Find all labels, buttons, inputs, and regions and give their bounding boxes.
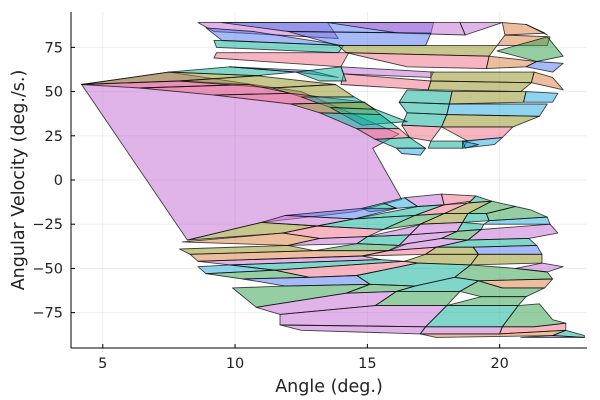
- polygon-cell-31: [427, 140, 469, 149]
- polygon-cell-113: [520, 335, 585, 338]
- x-axis-label: Angle (deg.): [275, 377, 383, 397]
- polygon-cell-5: [501, 22, 546, 36]
- ticks: 5 10 15 20 75 50 25 0 −25 −50 −75: [32, 40, 509, 372]
- y-tick-label: −50: [32, 261, 63, 277]
- polygon-cell-4: [459, 22, 503, 36]
- polygon-cell-33: [462, 140, 479, 149]
- x-tick-label: 20: [490, 356, 508, 372]
- y-tick-label: −25: [32, 217, 63, 233]
- polygon-cell-27: [401, 112, 448, 128]
- polygon-cell-28: [441, 114, 540, 128]
- polygon-cell-13: [213, 52, 350, 68]
- polygon-cell-108: [279, 324, 427, 335]
- polygon-cell-30: [441, 126, 514, 142]
- polygon-cell-6: [525, 23, 548, 36]
- polygon-cell-24: [523, 91, 559, 103]
- polygon-cell-85: [472, 244, 543, 255]
- polygon-cells: [81, 22, 585, 338]
- y-tick-label: 0: [54, 173, 63, 189]
- x-tick-label: 10: [226, 356, 244, 372]
- polygon-cell-40: [295, 66, 347, 82]
- polygon-cell-104: [446, 296, 527, 307]
- polygon-cell-22: [398, 89, 453, 105]
- polygon-cell-16: [525, 61, 564, 73]
- y-tick-label: 50: [45, 85, 63, 101]
- y-tick-label: 25: [45, 129, 63, 145]
- y-tick-label: −75: [32, 306, 63, 322]
- polygon-cell-19: [530, 71, 564, 91]
- polygon-cell-23: [448, 91, 527, 105]
- polygon-cell-89: [470, 253, 543, 266]
- y-axis-label: Angular Velocity (deg./s.): [9, 70, 29, 291]
- polygon-cell-66: [485, 206, 548, 222]
- polygon-cell-109: [419, 326, 503, 335]
- polygon-cell-21: [427, 80, 532, 93]
- polygon-cell-49: [396, 147, 427, 156]
- x-tick-label: 5: [98, 356, 107, 372]
- y-tick-label: 75: [45, 40, 63, 56]
- x-tick-label: 15: [358, 356, 376, 372]
